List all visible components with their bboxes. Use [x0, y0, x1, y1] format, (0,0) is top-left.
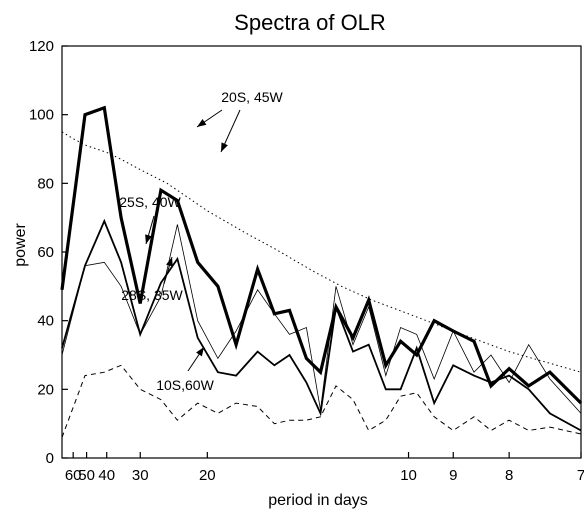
series-line-28s-35w	[61, 224, 582, 414]
series-line-10s-60w	[61, 364, 582, 438]
x-tick-label: 8	[505, 467, 513, 484]
x-tick-label: 7	[577, 467, 584, 484]
arrowhead	[166, 257, 173, 267]
y-tick-label: 40	[37, 313, 54, 330]
x-tick-label: 9	[449, 467, 457, 484]
series-line-reference-curve	[61, 131, 582, 373]
chart-title: Spectra of OLR	[234, 10, 386, 35]
arrowhead	[221, 142, 228, 152]
y-tick-label: 100	[29, 107, 54, 124]
annotation-label: 25S, 40W	[119, 194, 181, 210]
x-tick-label: 40	[98, 467, 115, 484]
x-tick-label: 60	[65, 467, 82, 484]
x-axis-title: period in days	[268, 492, 368, 509]
y-tick-label: 0	[46, 450, 54, 467]
arrowhead	[196, 347, 204, 357]
y-tick-label: 20	[37, 381, 54, 398]
arrowhead	[197, 119, 207, 127]
arrowhead	[145, 234, 152, 244]
annotations: 20S, 45W 25S, 40W 28S, 35W 10S,60W	[119, 89, 283, 393]
y-tick-label: 120	[29, 38, 54, 55]
y-tick-label: 60	[37, 244, 54, 261]
series-line-20s-45w	[60, 105, 583, 405]
x-tick-label: 30	[132, 467, 149, 484]
y-axis-title: power	[12, 223, 29, 267]
x-tick-label: 50	[78, 467, 95, 484]
annotation-label: 20S, 45W	[221, 89, 283, 105]
x-tick-label: 10	[400, 467, 417, 484]
plot-frame	[61, 45, 582, 459]
annotation-label: 10S,60W	[156, 377, 214, 393]
annotation-label: 28S, 35W	[121, 287, 183, 303]
x-tick-label: 20	[199, 467, 216, 484]
series-line-25s-40w	[61, 218, 582, 432]
y-tick-label: 80	[37, 175, 54, 192]
